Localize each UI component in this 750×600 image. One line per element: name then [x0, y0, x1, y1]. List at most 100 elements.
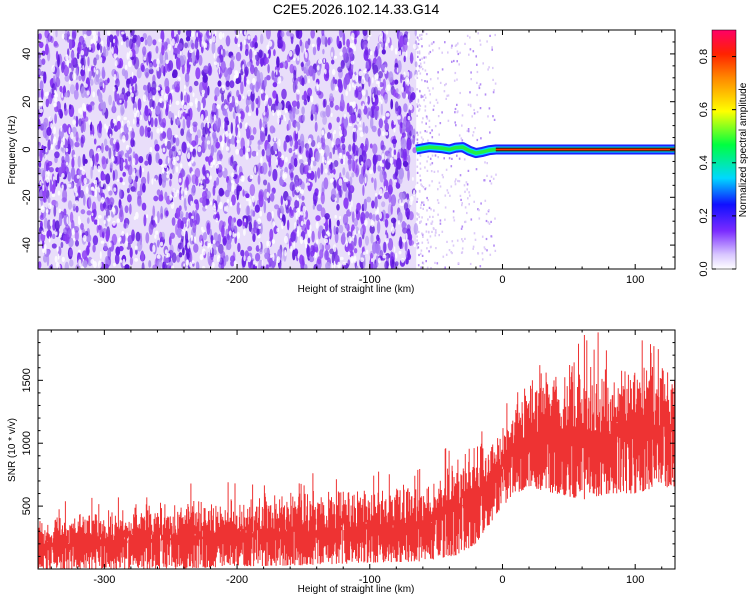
- noise-blob: [288, 110, 292, 119]
- scatter-dot: [439, 219, 442, 222]
- noise-blob: [127, 235, 134, 245]
- noise-blob: [295, 44, 300, 56]
- scatter-dot: [434, 261, 436, 264]
- noise-blob: [203, 65, 209, 73]
- noise-gap: [200, 113, 204, 122]
- noise-gap: [284, 171, 288, 179]
- noise-gap: [61, 256, 65, 262]
- noise-blob: [369, 224, 375, 234]
- noise-blob: [153, 195, 159, 202]
- noise-blob: [322, 48, 325, 55]
- noise-blob: [102, 228, 107, 234]
- noise-gap: [381, 130, 385, 137]
- noise-blob: [148, 68, 154, 75]
- noise-gap: [236, 231, 241, 239]
- noise-blob: [364, 159, 370, 168]
- noise-gap: [235, 99, 239, 107]
- noise-gap: [278, 138, 281, 147]
- noise-gap: [78, 259, 82, 266]
- noise-blob: [305, 150, 310, 158]
- scatter-dot: [495, 173, 497, 176]
- noise-blob: [40, 70, 45, 77]
- noise-blob: [358, 173, 365, 185]
- noise-gap: [222, 133, 225, 141]
- noise-blob: [340, 158, 344, 164]
- noise-gap: [189, 102, 193, 107]
- noise-gap: [316, 239, 319, 245]
- noise-gap: [116, 115, 121, 121]
- scatter-dot: [422, 201, 425, 204]
- noise-gap: [266, 44, 270, 51]
- noise-gap: [228, 230, 232, 236]
- noise-gap: [164, 249, 168, 255]
- scatter-dot: [464, 220, 466, 224]
- noise-gap: [348, 252, 351, 256]
- noise-gap: [109, 133, 112, 138]
- scatter-dot: [492, 115, 494, 118]
- noise-blob: [70, 139, 74, 150]
- noise-gap: [256, 151, 259, 157]
- scatter-dot: [453, 79, 456, 82]
- noise-gap: [402, 239, 407, 243]
- scatter-dot: [429, 246, 432, 249]
- noise-gap: [343, 158, 346, 163]
- noise-blob: [348, 243, 353, 253]
- noise-gap: [58, 264, 61, 269]
- noise-blob: [101, 173, 107, 181]
- noise-blob: [383, 191, 390, 200]
- noise-gap: [362, 103, 365, 110]
- noise-blob: [139, 125, 145, 137]
- noise-gap: [91, 134, 93, 138]
- noise-blob: [358, 236, 363, 248]
- noise-blob: [175, 207, 181, 220]
- noise-blob: [191, 185, 195, 193]
- noise-gap: [45, 171, 48, 175]
- x-tick-label: 0: [499, 274, 505, 286]
- noise-gap: [86, 90, 90, 96]
- noise-blob: [64, 92, 69, 98]
- noise-blob: [242, 189, 245, 197]
- noise-blob: [353, 248, 358, 254]
- noise-blob: [275, 93, 279, 107]
- noise-blob: [124, 264, 130, 269]
- noise-blob: [144, 105, 149, 117]
- noise-blob: [127, 156, 131, 162]
- noise-gap: [243, 39, 247, 46]
- scatter-dot: [456, 50, 459, 53]
- noise-gap: [201, 89, 206, 94]
- scatter-dot: [416, 200, 418, 203]
- noise-blob: [193, 243, 199, 253]
- scatter-dot: [466, 34, 469, 37]
- noise-blob: [346, 38, 350, 48]
- noise-gap: [164, 93, 168, 101]
- noise-blob: [250, 227, 255, 235]
- noise-blob: [280, 195, 283, 206]
- noise-gap: [338, 178, 343, 186]
- noise-blob: [368, 212, 373, 220]
- noise-blob: [410, 92, 416, 101]
- noise-gap: [369, 169, 373, 175]
- noise-blob: [329, 93, 334, 100]
- noise-blob: [126, 194, 132, 203]
- noise-gap: [209, 128, 212, 132]
- noise-blob: [295, 30, 300, 39]
- noise-gap: [300, 189, 304, 195]
- noise-gap: [384, 66, 388, 75]
- noise-blob: [41, 88, 44, 100]
- noise-blob: [64, 261, 69, 269]
- noise-blob: [251, 85, 255, 95]
- noise-blob: [390, 217, 397, 224]
- scatter-dot: [428, 206, 431, 209]
- noise-gap: [384, 234, 387, 242]
- scatter-dot: [429, 101, 432, 104]
- noise-blob: [362, 30, 368, 36]
- noise-blob: [390, 204, 393, 215]
- noise-gap: [351, 199, 353, 208]
- noise-blob: [390, 252, 396, 262]
- scatter-dot: [418, 103, 420, 106]
- scatter-dot: [419, 104, 422, 107]
- scatter-dot: [450, 46, 453, 49]
- noise-blob: [333, 179, 337, 189]
- noise-gap: [316, 65, 320, 71]
- noise-gap: [259, 210, 263, 217]
